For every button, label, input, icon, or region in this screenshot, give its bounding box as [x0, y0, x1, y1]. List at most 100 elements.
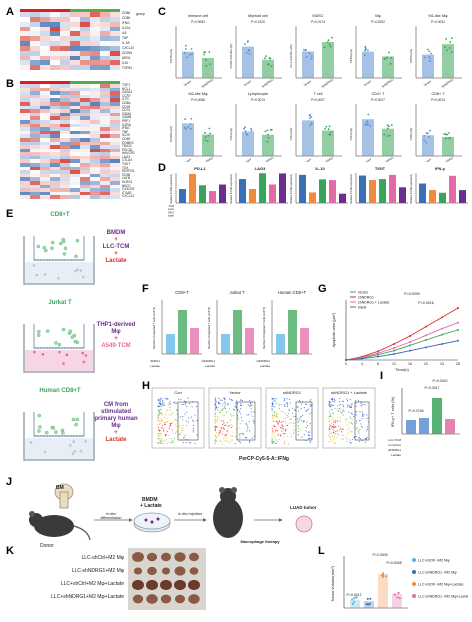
h-event	[339, 397, 341, 399]
c-dot	[366, 120, 369, 122]
g-point	[441, 316, 443, 319]
h-event	[360, 423, 362, 425]
h-event	[225, 437, 227, 439]
h-event	[159, 397, 161, 399]
h-event	[357, 427, 359, 429]
h-event	[287, 416, 289, 418]
h-event	[233, 432, 235, 434]
heat-cell	[70, 188, 80, 192]
c-dot	[208, 51, 211, 53]
h-event	[276, 421, 278, 423]
h-event	[333, 438, 335, 440]
heat-cell	[110, 145, 120, 149]
g-point	[409, 335, 411, 337]
c-dot	[203, 51, 206, 54]
heat-cell	[30, 123, 40, 128]
h-event	[158, 410, 160, 412]
heat-cell	[90, 94, 100, 99]
h-event	[328, 417, 330, 419]
h-event	[328, 441, 330, 443]
t-cell	[42, 245, 47, 250]
h-event	[186, 411, 188, 413]
h-flow-plot: shNDRG1 + Lactate	[322, 387, 376, 449]
g-xtick: 24	[440, 362, 444, 366]
h-event	[290, 435, 292, 438]
c-xlabel: Vector	[423, 79, 432, 87]
c-bar	[442, 44, 454, 78]
heat-cell	[100, 84, 110, 88]
h-event	[247, 404, 249, 406]
h-event	[278, 420, 280, 422]
k-tumor-photo	[128, 548, 206, 610]
h-event	[349, 431, 351, 433]
h-event	[282, 428, 284, 430]
heat-cell	[70, 84, 80, 88]
h-event	[217, 406, 219, 409]
gene-label: CXCL13	[122, 194, 135, 199]
h-event	[329, 416, 331, 418]
heat-cell	[110, 50, 120, 56]
d-bar	[309, 192, 316, 203]
c-bar	[442, 136, 454, 156]
heat-cell	[40, 55, 50, 61]
h-event	[360, 404, 362, 406]
h-event	[218, 435, 220, 437]
h-event	[186, 420, 188, 422]
d-ylabel: Relative mRNA expression	[350, 174, 353, 204]
h-event	[355, 411, 357, 413]
k-tumor	[161, 567, 171, 575]
heat-cell	[90, 134, 100, 138]
c-dot	[367, 49, 369, 52]
d-ylabel: Relative mRNA expression	[230, 174, 233, 204]
h-event	[331, 404, 333, 406]
heat-cell	[50, 60, 60, 66]
c-plot-p: P=0.0083	[191, 20, 205, 24]
l-dot	[397, 592, 400, 595]
h-event	[275, 398, 277, 400]
h-event	[220, 412, 222, 414]
c-dot	[367, 113, 370, 116]
h-event	[160, 434, 162, 436]
heat-cell	[90, 130, 100, 135]
c-dot	[429, 129, 431, 132]
h-event	[165, 435, 167, 437]
heat-cell	[100, 188, 110, 192]
j-therapy: Macrophage therapy	[240, 539, 280, 544]
l-p-low: P=0.0012	[346, 593, 361, 597]
l-p-mid: P=0.0048	[386, 561, 401, 565]
t-cell	[51, 426, 56, 430]
h-event	[220, 426, 222, 428]
h-event	[229, 425, 231, 427]
c-dot	[427, 132, 429, 135]
h-event	[347, 433, 349, 435]
c-plot-p: P=0.0086	[191, 98, 205, 102]
c-dot	[308, 52, 311, 55]
f-row-label: shNDRG1	[201, 359, 215, 363]
heat-cell	[110, 109, 120, 113]
gene-label: CD86	[122, 11, 131, 15]
h-event	[224, 397, 226, 399]
c-bar	[382, 128, 394, 156]
h-event	[347, 404, 349, 406]
heat-cell	[70, 31, 80, 37]
heat-cell	[100, 50, 110, 56]
heat-cell	[20, 21, 30, 27]
heat-cell	[70, 101, 80, 106]
lower-cell	[43, 450, 47, 454]
c-dot	[329, 133, 332, 136]
j-step1: In vitro differentiation	[100, 512, 122, 520]
g-xtick: 8	[377, 362, 379, 366]
heat-cell	[20, 105, 30, 110]
c-dot	[243, 127, 245, 130]
h-event	[337, 433, 339, 435]
c-dot	[428, 135, 430, 138]
heat-cell	[40, 45, 50, 51]
h-event	[173, 402, 175, 404]
h-event	[297, 425, 299, 427]
c-dot	[428, 55, 431, 58]
heat-cell	[60, 181, 70, 185]
h-event	[248, 400, 251, 402]
h-event	[278, 403, 280, 405]
h-event	[222, 415, 224, 417]
h-event	[175, 425, 177, 427]
